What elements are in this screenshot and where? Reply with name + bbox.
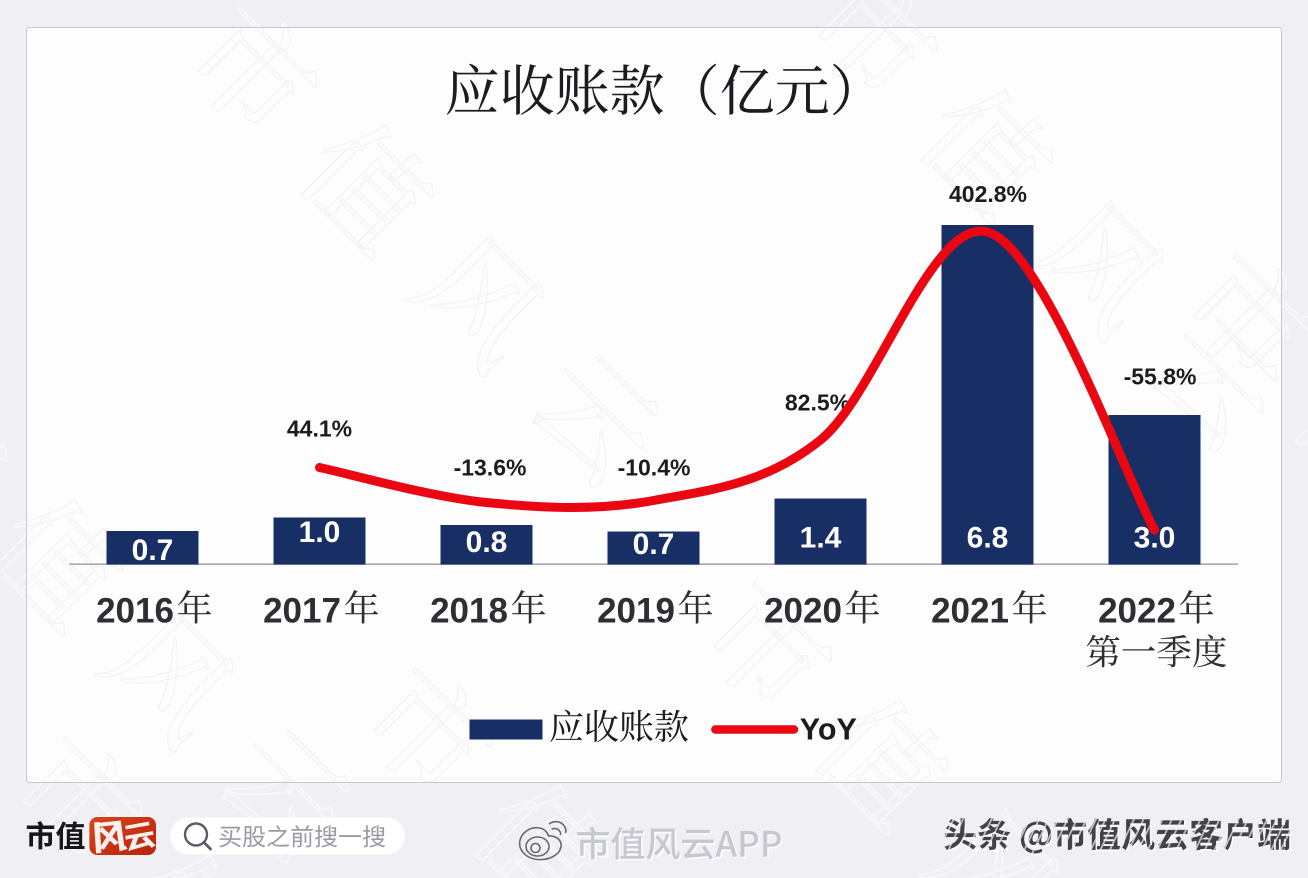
svg-text:2017: 2017 <box>263 592 341 631</box>
svg-text:2018: 2018 <box>430 592 508 631</box>
svg-text:82.5%: 82.5% <box>785 390 850 416</box>
svg-text:0.7: 0.7 <box>633 528 675 561</box>
svg-text:0.7: 0.7 <box>132 534 174 567</box>
svg-text:44.1%: 44.1% <box>287 416 352 442</box>
svg-text:2020: 2020 <box>764 592 842 631</box>
svg-text:0.8: 0.8 <box>466 526 508 559</box>
svg-text:-13.6%: -13.6% <box>454 455 527 481</box>
svg-text:2021: 2021 <box>931 592 1009 631</box>
svg-text:-10.4%: -10.4% <box>618 455 691 481</box>
svg-text:1.4: 1.4 <box>800 522 842 555</box>
svg-text:6.8: 6.8 <box>967 522 1009 555</box>
svg-text:-55.8%: -55.8% <box>1124 364 1197 390</box>
svg-text:402.8%: 402.8% <box>949 181 1027 207</box>
svg-text:1.0: 1.0 <box>299 516 341 549</box>
svg-text:2016: 2016 <box>96 592 174 631</box>
svg-text:YoY: YoY <box>800 713 857 747</box>
svg-text:2019: 2019 <box>597 592 675 631</box>
svg-text:2022: 2022 <box>1098 592 1176 631</box>
